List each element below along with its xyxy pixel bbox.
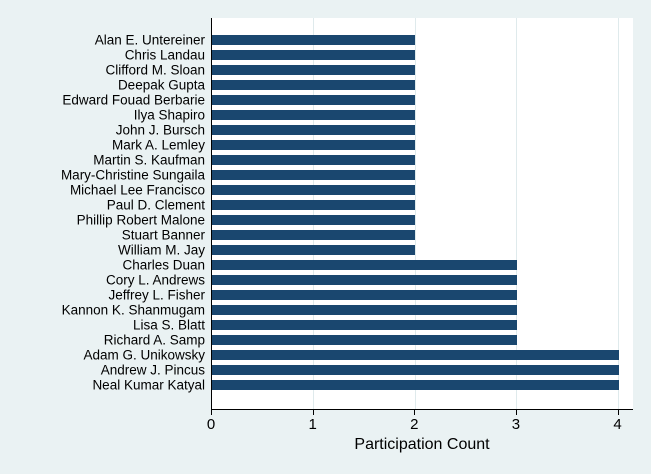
category-label: Andrew J. Pincus <box>100 362 205 378</box>
category-label: Edward Fouad Berbarie <box>62 92 205 108</box>
x-tick-label: 2 <box>410 416 419 433</box>
category-label: Mark A. Lemley <box>111 137 205 153</box>
category-labels: Alan E. Untereiner Chris Landau Clifford M… <box>0 0 205 474</box>
bar <box>212 320 517 330</box>
bar <box>212 335 517 345</box>
bar <box>212 110 416 120</box>
bar <box>212 155 416 165</box>
gridline <box>414 18 416 409</box>
bar <box>212 170 416 180</box>
x-tick-mark <box>515 410 517 415</box>
x-tick-mark <box>414 410 416 415</box>
gridline <box>516 18 518 409</box>
x-tick-label: 0 <box>206 416 216 433</box>
bar <box>212 125 416 135</box>
bar <box>212 275 517 285</box>
x-tick-mark <box>617 410 619 415</box>
category-label: Michael Lee Francisco <box>69 182 205 198</box>
category-label: Paul D. Clement <box>106 197 205 213</box>
bar <box>212 80 416 90</box>
category-label: Kannon K. Shanmugam <box>61 302 205 318</box>
category-label: Adam G. Unikowsky <box>83 347 205 363</box>
bar <box>212 350 619 360</box>
category-label: Deepak Gupta <box>117 77 205 93</box>
bar <box>212 215 416 225</box>
category-label: Mary-Christine Sungaila <box>60 167 205 183</box>
x-tick-mark <box>211 410 212 415</box>
category-label: Lisa S. Blatt <box>132 317 205 333</box>
category-label: Martin S. Kaufman <box>93 152 205 168</box>
bar <box>212 260 517 270</box>
bar <box>212 305 517 315</box>
x-tick-label: 4 <box>613 416 622 433</box>
category-label: Stuart Banner <box>121 227 205 243</box>
category-label: Clifford M. Sloan <box>105 62 205 78</box>
bar <box>212 200 416 210</box>
category-label: Jeffrey L. Fisher <box>108 287 205 303</box>
x-tick-label: 3 <box>511 416 521 433</box>
category-label: Neal Kumar Katyal <box>92 377 205 393</box>
x-tick-mark <box>312 410 314 415</box>
category-label: Charles Duan <box>122 257 205 273</box>
category-label: Cory L. Andrews <box>105 272 205 288</box>
bar <box>212 50 416 60</box>
bar <box>212 35 416 45</box>
x-axis-title: Participation Count <box>354 436 490 453</box>
bar <box>212 65 416 75</box>
x-tick-label: 1 <box>308 416 317 433</box>
category-label: Alan E. Untereiner <box>94 32 205 48</box>
category-label: Richard A. Samp <box>103 332 205 348</box>
category-label: Ilya Shapiro <box>133 107 205 123</box>
bar <box>212 230 416 240</box>
bar <box>212 365 619 375</box>
bar <box>212 245 416 255</box>
bar <box>212 95 416 105</box>
category-label: Chris Landau <box>124 47 205 63</box>
bar <box>212 290 517 300</box>
gridline <box>618 18 619 409</box>
category-label: John J. Bursch <box>115 122 205 138</box>
bar <box>212 140 416 150</box>
category-label: Phillip Robert Malone <box>76 212 205 228</box>
category-label: William M. Jay <box>118 242 205 258</box>
plot-area <box>211 18 633 410</box>
gridline <box>313 18 315 409</box>
bar <box>212 380 619 390</box>
bar <box>212 185 416 195</box>
